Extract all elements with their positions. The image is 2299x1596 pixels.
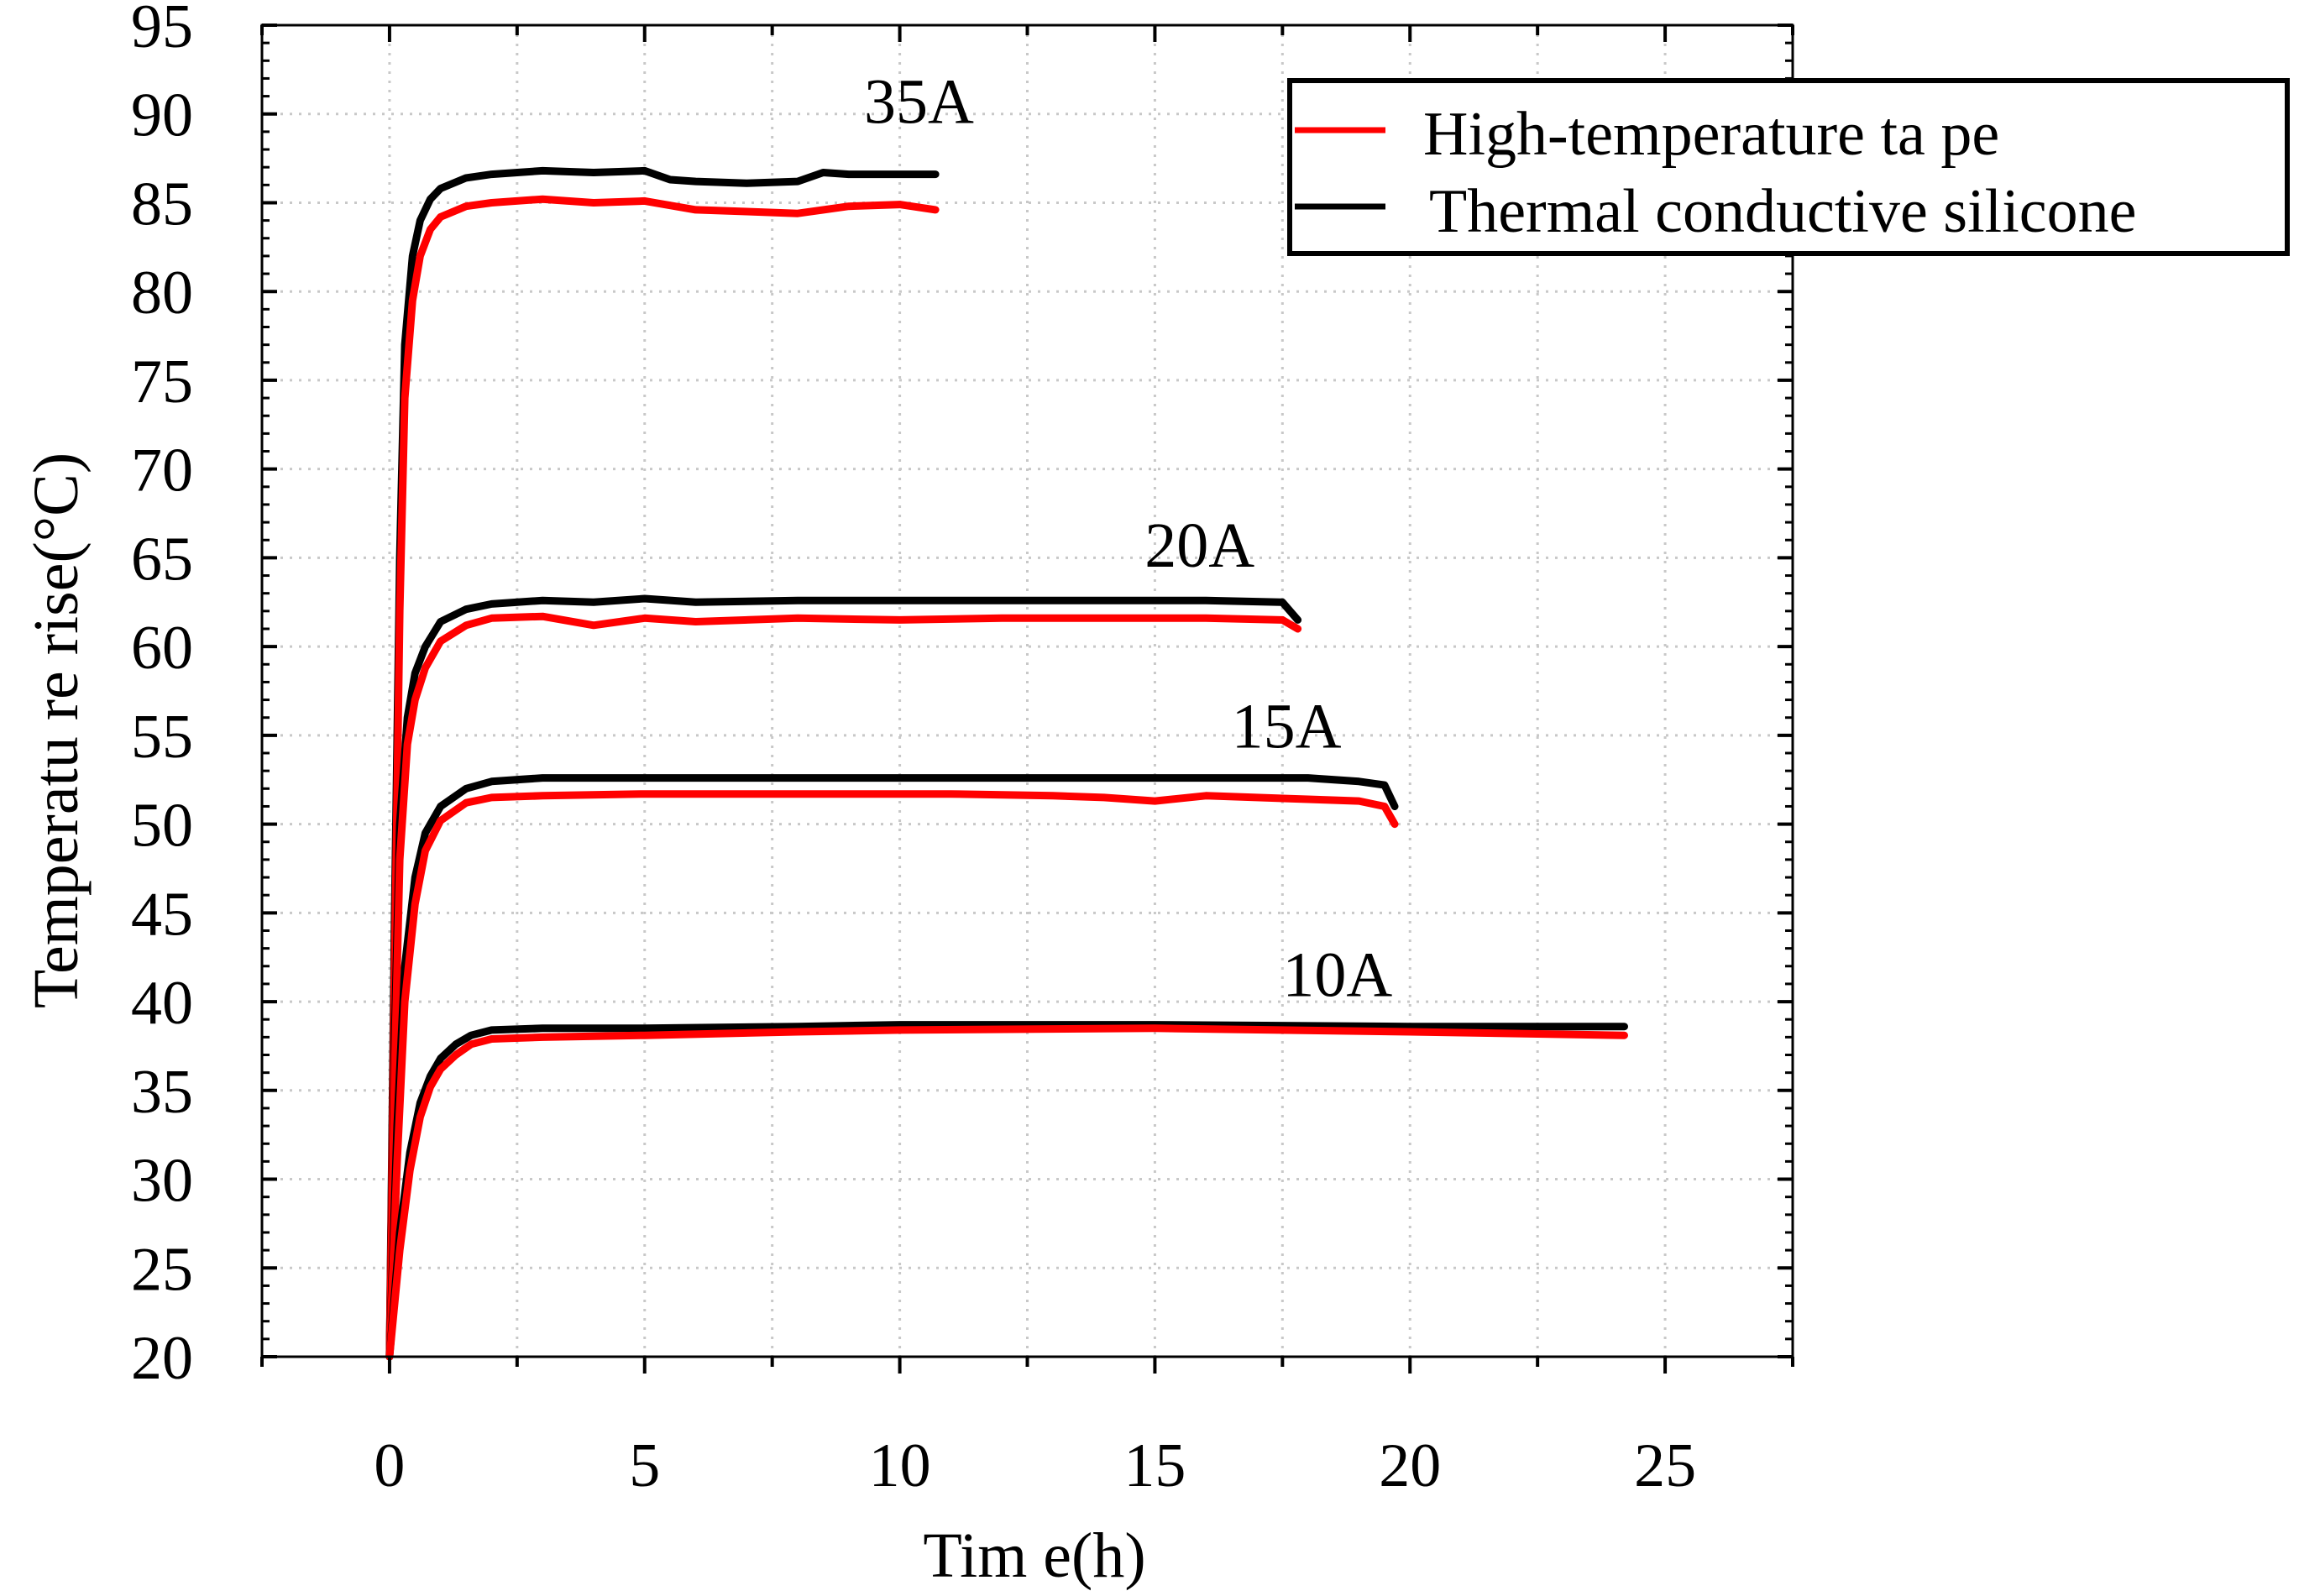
x-tick-label: 10 [869, 1431, 931, 1500]
y-tick-label: 65 [131, 525, 193, 594]
legend-label-thermal-conductive-silicone: Thermal conductive silicone [1429, 177, 2136, 246]
y-tick-label: 45 [131, 880, 193, 949]
y-tick-label: 60 [131, 614, 193, 683]
series-line-20a-high-temperature-ta-pe [385, 612, 1302, 1361]
x-axis-label: Tim e(h) [923, 1520, 1145, 1591]
series-line-35a-high-temperature-ta-pe [385, 195, 940, 1361]
legend: High-temperature ta pe Thermal conductiv… [1287, 78, 2290, 256]
series-line-15a-high-temperature-ta-pe [385, 790, 1399, 1361]
y-tick-label: 55 [131, 703, 193, 772]
annotation-35a: 35A [864, 66, 974, 137]
y-tick-label: 95 [131, 0, 193, 61]
y-tick-label: 50 [131, 792, 193, 861]
y-tick-label: 20 [131, 1324, 193, 1393]
series-line-20a-thermal-conductive-silicone [385, 594, 1302, 1361]
y-tick-label: 85 [131, 170, 193, 238]
series-line-15a-thermal-conductive-silicone [385, 774, 1399, 1361]
y-tick-label: 40 [131, 969, 193, 1038]
y-axis-label: Temperatu re rise(°C) [21, 453, 92, 1008]
y-tick-label: 35 [131, 1058, 193, 1127]
annotation-15a: 15A [1232, 692, 1342, 762]
annotations: 35A 20A 15A 10A [864, 66, 1392, 1010]
y-tick-label: 80 [131, 259, 193, 327]
ticks [260, 24, 1794, 1374]
x-tick-label: 20 [1379, 1431, 1441, 1500]
annotation-20a: 20A [1144, 510, 1254, 581]
series-line-35a-thermal-conductive-silicone [385, 166, 940, 1361]
legend-box [1287, 78, 2290, 256]
x-tick-label: 25 [1634, 1431, 1696, 1500]
y-tick-label: 90 [131, 81, 193, 150]
tick-labels: 20 25 30 35 40 45 50 55 60 65 70 75 80 85 90 95 0 5 10 15 20… [131, 0, 1696, 1500]
x-tick-label: 5 [629, 1431, 660, 1500]
y-tick-label: 75 [131, 348, 193, 416]
y-tick-label: 25 [131, 1235, 193, 1304]
grid [262, 25, 1793, 1357]
series-line-10a-high-temperature-ta-pe [385, 1024, 1628, 1361]
y-tick-label: 70 [131, 437, 193, 505]
series-layer [385, 166, 1628, 1361]
x-tick-label: 15 [1123, 1431, 1186, 1500]
legend-label-high-temperature-tape: High-temperature ta pe [1423, 100, 1999, 169]
x-tick-label: 0 [374, 1431, 405, 1500]
y-tick-label: 30 [131, 1147, 193, 1216]
annotation-10a: 10A [1282, 940, 1392, 1011]
